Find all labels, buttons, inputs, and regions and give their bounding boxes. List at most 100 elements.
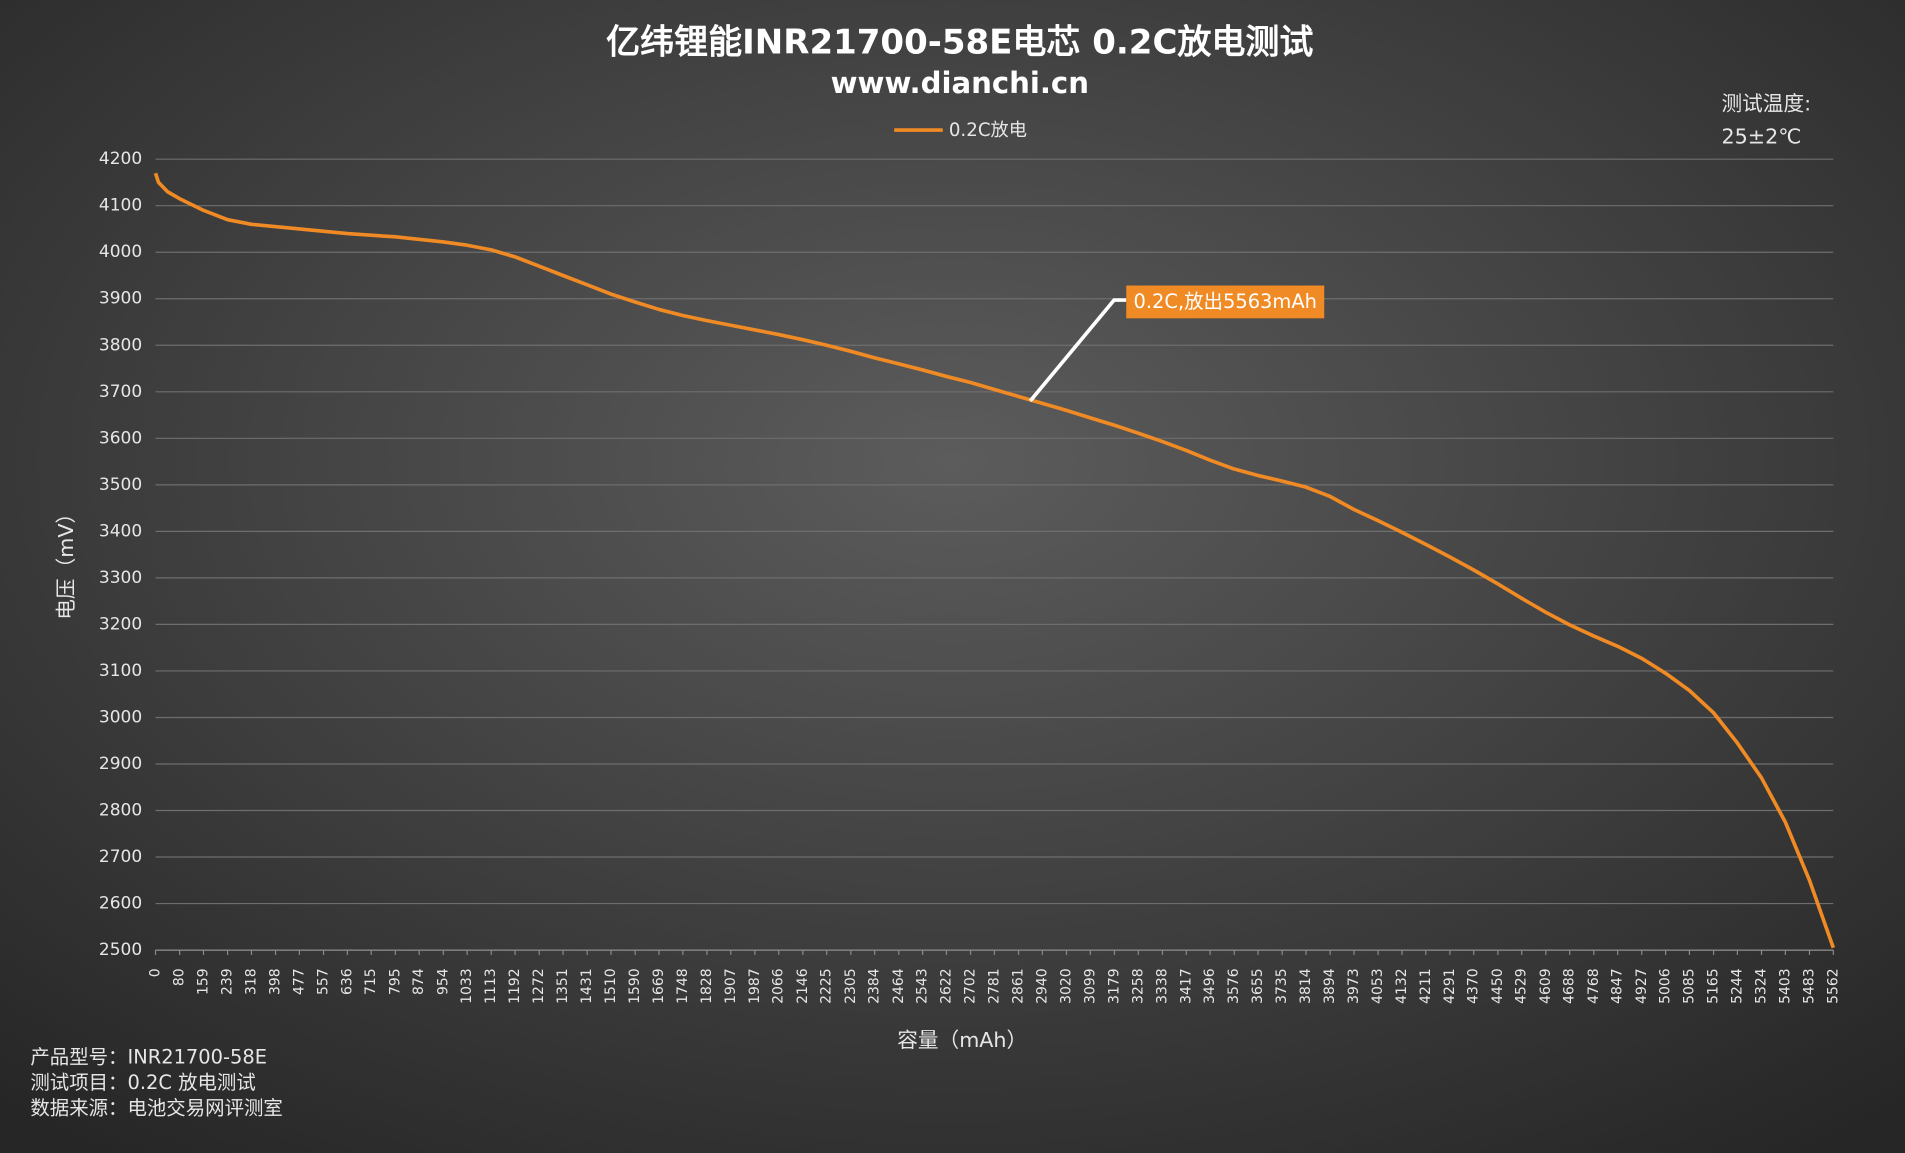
y-axis-label: 电压（mV）: [54, 503, 78, 620]
y-tick-label: 4200: [99, 149, 142, 169]
x-tick-label: 1351: [555, 968, 571, 1004]
x-tick-label: 0: [148, 968, 164, 977]
x-tick-label: 477: [291, 968, 307, 995]
x-tick-label: 2940: [1034, 968, 1050, 1004]
x-tick-label: 2305: [843, 968, 859, 1004]
y-tick-label: 3200: [99, 614, 142, 634]
x-tick-label: 2622: [938, 968, 954, 1004]
x-tick-label: 5085: [1681, 968, 1697, 1004]
x-tick-label: 4688: [1562, 968, 1578, 1004]
x-tick-label: 80: [172, 968, 188, 986]
x-axis-label: 容量（mAh）: [897, 1028, 1027, 1052]
x-tick-label: 3417: [1178, 968, 1194, 1004]
y-tick-label: 3700: [99, 382, 142, 402]
x-tick-label: 1033: [459, 968, 475, 1004]
y-tick-label: 2500: [99, 940, 142, 960]
x-tick-label: 3735: [1274, 968, 1290, 1004]
x-tick-label: 3814: [1298, 968, 1314, 1004]
x-tick-label: 3655: [1250, 968, 1266, 1004]
x-tick-label: 3894: [1322, 968, 1338, 1004]
footer-line: 数据来源：电池交易网评测室: [30, 1097, 282, 1120]
x-tick-label: 2384: [867, 968, 883, 1004]
x-tick-label: 1828: [699, 968, 715, 1004]
x-tick-label: 1590: [627, 968, 643, 1004]
x-tick-label: 4768: [1586, 968, 1602, 1004]
x-tick-label: 4291: [1442, 968, 1458, 1004]
x-tick-label: 3099: [1082, 968, 1098, 1004]
x-tick-label: 3496: [1202, 968, 1218, 1004]
x-tick-label: 874: [411, 968, 427, 995]
x-tick-label: 5562: [1825, 968, 1841, 1004]
x-tick-label: 3258: [1130, 968, 1146, 1004]
annotation: 0.2C,放出5563mAh: [1134, 290, 1317, 313]
x-tick-label: 954: [435, 968, 451, 995]
x-tick-label: 5165: [1706, 968, 1722, 1004]
x-tick-label: 4211: [1418, 968, 1434, 1004]
y-tick-label: 2800: [99, 801, 142, 821]
x-tick-label: 5403: [1777, 968, 1793, 1004]
x-tick-label: 4609: [1538, 968, 1554, 1004]
y-tick-label: 4000: [99, 242, 142, 262]
x-tick-label: 398: [268, 968, 284, 995]
x-tick-label: 4450: [1490, 968, 1506, 1004]
annotation-leader: [1028, 298, 1127, 403]
y-tick-label: 3100: [99, 661, 142, 681]
x-tick-label: 1113: [483, 968, 499, 1004]
y-tick-label: 4100: [99, 196, 142, 216]
y-tick-label: 2900: [99, 754, 142, 774]
y-tick-label: 3000: [99, 707, 142, 727]
x-tick-label: 1669: [651, 968, 667, 1004]
x-tick-label: 1907: [723, 968, 739, 1004]
x-tick-label: 2225: [819, 968, 835, 1004]
x-tick-label: 4847: [1610, 968, 1626, 1004]
x-tick-label: 4927: [1634, 968, 1650, 1004]
y-tick-label: 3800: [99, 335, 142, 355]
x-tick-label: 2702: [963, 968, 979, 1004]
x-tick-label: 715: [363, 968, 379, 995]
y-tick-label: 2700: [99, 847, 142, 867]
x-tick-label: 5244: [1729, 968, 1745, 1004]
x-tick-label: 2146: [795, 968, 811, 1004]
x-tick-label: 1748: [675, 968, 691, 1004]
x-tick-label: 2861: [1011, 968, 1027, 1004]
x-tick-label: 4053: [1370, 968, 1386, 1004]
note-value: 25±2℃: [1722, 124, 1802, 148]
chart-subtitle: www.dianchi.cn: [831, 66, 1089, 100]
x-tick-label: 5006: [1658, 968, 1674, 1004]
x-tick-label: 795: [387, 968, 403, 995]
x-tick-label: 3973: [1346, 968, 1362, 1004]
y-tick-label: 3400: [99, 521, 142, 541]
footer-line: 测试项目：0.2C 放电测试: [30, 1071, 255, 1094]
annotation-box: [1126, 285, 1325, 319]
y-tick-label: 2600: [99, 894, 142, 914]
x-tick-label: 1510: [603, 968, 619, 1004]
x-tick-label: 318: [243, 968, 259, 995]
x-tick-label: 239: [220, 968, 236, 995]
x-tick-label: 159: [195, 968, 211, 995]
y-tick-label: 3500: [99, 475, 142, 495]
x-tick-label: 3179: [1106, 968, 1122, 1004]
x-tick-label: 2543: [915, 968, 931, 1004]
x-tick-label: 4370: [1466, 968, 1482, 1004]
x-tick-label: 5483: [1801, 968, 1817, 1004]
x-tick-label: 1192: [507, 968, 523, 1004]
x-tick-label: 4132: [1394, 968, 1410, 1004]
x-tick-label: 3338: [1154, 968, 1170, 1004]
data-line: [153, 172, 1836, 949]
y-tick-label: 3300: [99, 568, 142, 588]
note-title: 测试温度:: [1722, 92, 1812, 116]
footer-line: 产品型号：INR21700-58E: [30, 1046, 267, 1069]
x-tick-label: 2066: [771, 968, 787, 1004]
x-tick-label: 1272: [531, 968, 547, 1004]
legend-label: 0.2C放电: [949, 120, 1027, 141]
x-tick-label: 1431: [579, 968, 595, 1004]
x-tick-label: 3576: [1226, 968, 1242, 1004]
y-tick-label: 3600: [99, 428, 142, 448]
y-tick-label: 3900: [99, 289, 142, 309]
x-tick-label: 557: [316, 968, 332, 995]
x-tick-label: 3020: [1059, 968, 1075, 1004]
x-tick-label: 2464: [891, 968, 907, 1004]
x-tick-label: 636: [339, 968, 355, 995]
